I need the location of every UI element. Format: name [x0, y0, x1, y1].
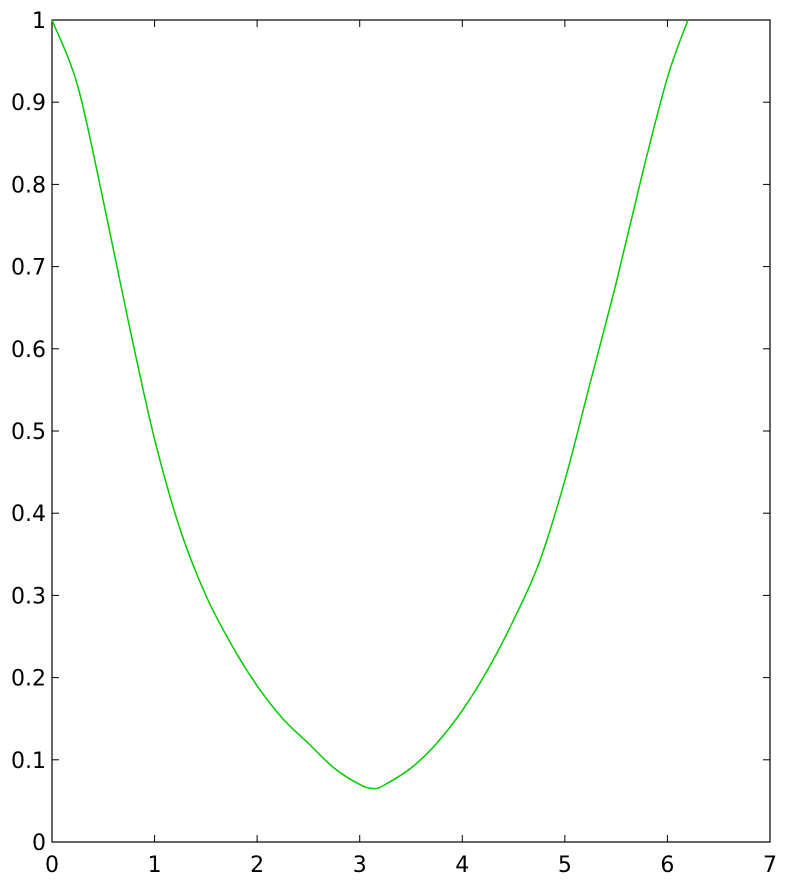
- y-tick-label: 0: [32, 831, 46, 856]
- y-tick-label: 1: [32, 9, 46, 34]
- y-tick-label: 0.9: [11, 91, 46, 116]
- x-tick-label: 7: [763, 853, 777, 878]
- x-tick-label: 6: [660, 853, 674, 878]
- y-tick-label: 0.6: [11, 338, 46, 363]
- y-tick-label: 0.7: [11, 256, 46, 281]
- x-tick-label: 5: [558, 853, 572, 878]
- plot-area: [51, 19, 771, 843]
- y-tick-label: 0.8: [11, 173, 46, 198]
- series-line: [51, 19, 689, 790]
- axis-ticks: [51, 19, 771, 843]
- y-tick-label: 0.2: [11, 667, 46, 692]
- y-tick-label: 0.5: [11, 420, 46, 445]
- x-tick-label: 3: [353, 853, 367, 878]
- x-tick-label: 0: [45, 853, 59, 878]
- axis-tick-labels: 0 1 2 3 4 5 6 7 0 0.1 0.2 0.3 0.4 0.5 0.6 0.7 0.8 0.9 1: [11, 9, 777, 878]
- y-tick-label: 0.3: [11, 584, 46, 609]
- x-tick-label: 4: [455, 853, 469, 878]
- x-tick-label: 2: [250, 853, 264, 878]
- y-tick-label: 0.4: [11, 502, 46, 527]
- x-tick-label: 1: [148, 853, 162, 878]
- y-tick-label: 0.1: [11, 749, 46, 774]
